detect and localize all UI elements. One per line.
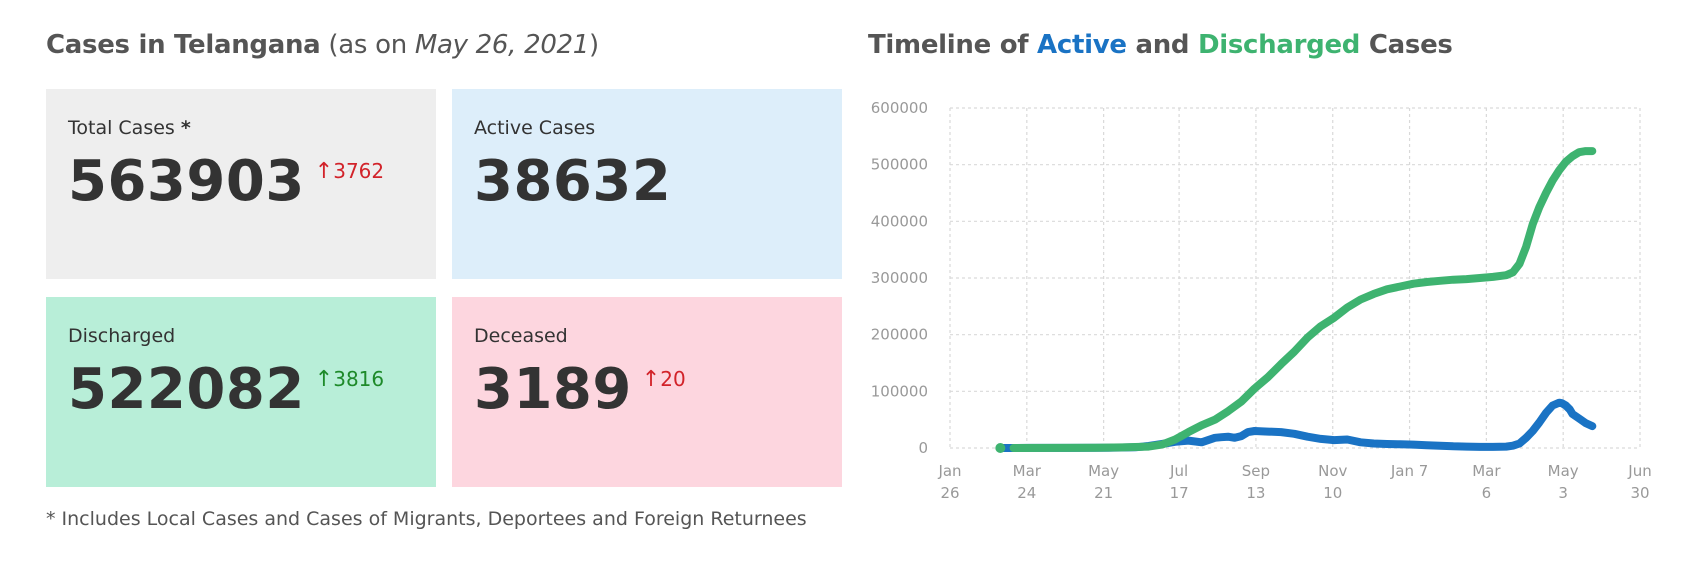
card-deceased-value: 3189: [474, 357, 632, 422]
series-line-discharged: [1009, 147, 1597, 452]
card-total-label-row: Total Cases *: [68, 117, 414, 139]
card-deceased-delta: ↑20: [641, 367, 686, 392]
x-tick-label: Jul: [1169, 462, 1188, 480]
card-active-cases: Active Cases 38632: [452, 89, 842, 279]
x-tick-label: 6: [1482, 484, 1492, 502]
y-axis-ticks: 0 100000 200000 300000 400000 500000 600000: [871, 99, 928, 457]
card-discharged: Discharged 522082 ↑3816: [46, 297, 436, 487]
x-tick-label: Mar: [1013, 462, 1042, 480]
x-axis-ticks: Jan 26 Mar 24 May 21 Jul 17 Sep 13 Nov 10 Jan 7 Mar 6 M…: [937, 462, 1651, 502]
card-discharged-value-row: 522082 ↑3816: [68, 357, 414, 422]
x-tick-label: Sep: [1242, 462, 1270, 480]
x-tick-label: 26: [940, 484, 959, 502]
card-total-delta: ↑3762: [314, 159, 385, 184]
y-tick-label: 200000: [871, 326, 928, 344]
x-tick-label: 17: [1170, 484, 1189, 502]
card-discharged-label: Discharged: [68, 325, 176, 347]
page-title: Cases in Telangana (as on May 26, 2021): [46, 30, 599, 60]
card-discharged-delta-value: 3816: [333, 367, 385, 391]
footnote: * Includes Local Cases and Cases of Migr…: [46, 508, 807, 530]
card-total-cases: Total Cases * 563903 ↑3762: [46, 89, 436, 279]
arrow-up-icon: ↑: [314, 159, 334, 184]
card-total-value: 563903: [68, 149, 305, 214]
x-tick-label: May: [1548, 462, 1579, 480]
x-tick-label: 30: [1630, 484, 1649, 502]
title-state: Cases in Telangana: [46, 30, 321, 60]
card-deceased: Deceased 3189 ↑20: [452, 297, 842, 487]
x-tick-label: 3: [1558, 484, 1568, 502]
x-tick-label: 24: [1017, 484, 1036, 502]
arrow-up-icon: ↑: [314, 367, 334, 392]
chart-title-middle: and: [1126, 30, 1198, 60]
chart-series: [995, 147, 1597, 453]
chart-title-prefix: Timeline of: [868, 30, 1038, 60]
title-prefix: (as on: [320, 30, 415, 60]
x-tick-label: 13: [1246, 484, 1265, 502]
card-deceased-value-row: 3189 ↑20: [474, 357, 820, 422]
x-tick-label: 10: [1323, 484, 1342, 502]
x-tick-label: Jun: [1627, 462, 1651, 480]
y-tick-label: 300000: [871, 269, 928, 287]
y-tick-label: 100000: [871, 382, 928, 400]
y-tick-label: 500000: [871, 156, 928, 174]
x-tick-label: May: [1088, 462, 1119, 480]
title-suffix: ): [589, 30, 599, 60]
chart-grid: [949, 107, 1641, 449]
chart-title-discharged: Discharged: [1197, 30, 1361, 60]
x-tick-label: 21: [1094, 484, 1113, 502]
card-total-label: Total Cases: [68, 117, 175, 139]
y-tick-label: 400000: [871, 212, 928, 230]
chart-title-active: Active: [1037, 30, 1127, 60]
y-tick-label: 600000: [871, 99, 928, 117]
chart-title: Timeline of Active and Discharged Cases: [868, 30, 1453, 60]
card-discharged-value: 522082: [68, 357, 305, 422]
x-tick-label: Jan 7: [1390, 462, 1428, 480]
x-tick-label: Mar: [1472, 462, 1501, 480]
card-active-value-row: 38632: [474, 149, 820, 214]
card-deceased-label: Deceased: [474, 325, 568, 347]
series-start-point: [995, 443, 1006, 453]
arrow-up-icon: ↑: [641, 367, 661, 392]
card-total-delta-value: 3762: [333, 159, 385, 183]
card-discharged-delta: ↑3816: [314, 367, 385, 392]
title-date: May 26, 2021: [414, 30, 590, 60]
card-total-value-row: 563903 ↑3762: [68, 149, 414, 214]
x-tick-label: Jan: [937, 462, 961, 480]
series-line-active: [996, 398, 1597, 452]
card-active-value: 38632: [474, 149, 672, 214]
footnote-marker: *: [180, 117, 191, 139]
x-tick-label: Nov: [1318, 462, 1347, 480]
chart-title-suffix: Cases: [1360, 30, 1453, 60]
card-active-label: Active Cases: [474, 117, 596, 139]
timeline-chart: 0 100000 200000 300000 400000 500000 600000 Ja…: [871, 99, 1652, 502]
card-deceased-delta-value: 20: [660, 367, 686, 391]
y-tick-label: 0: [918, 439, 928, 457]
